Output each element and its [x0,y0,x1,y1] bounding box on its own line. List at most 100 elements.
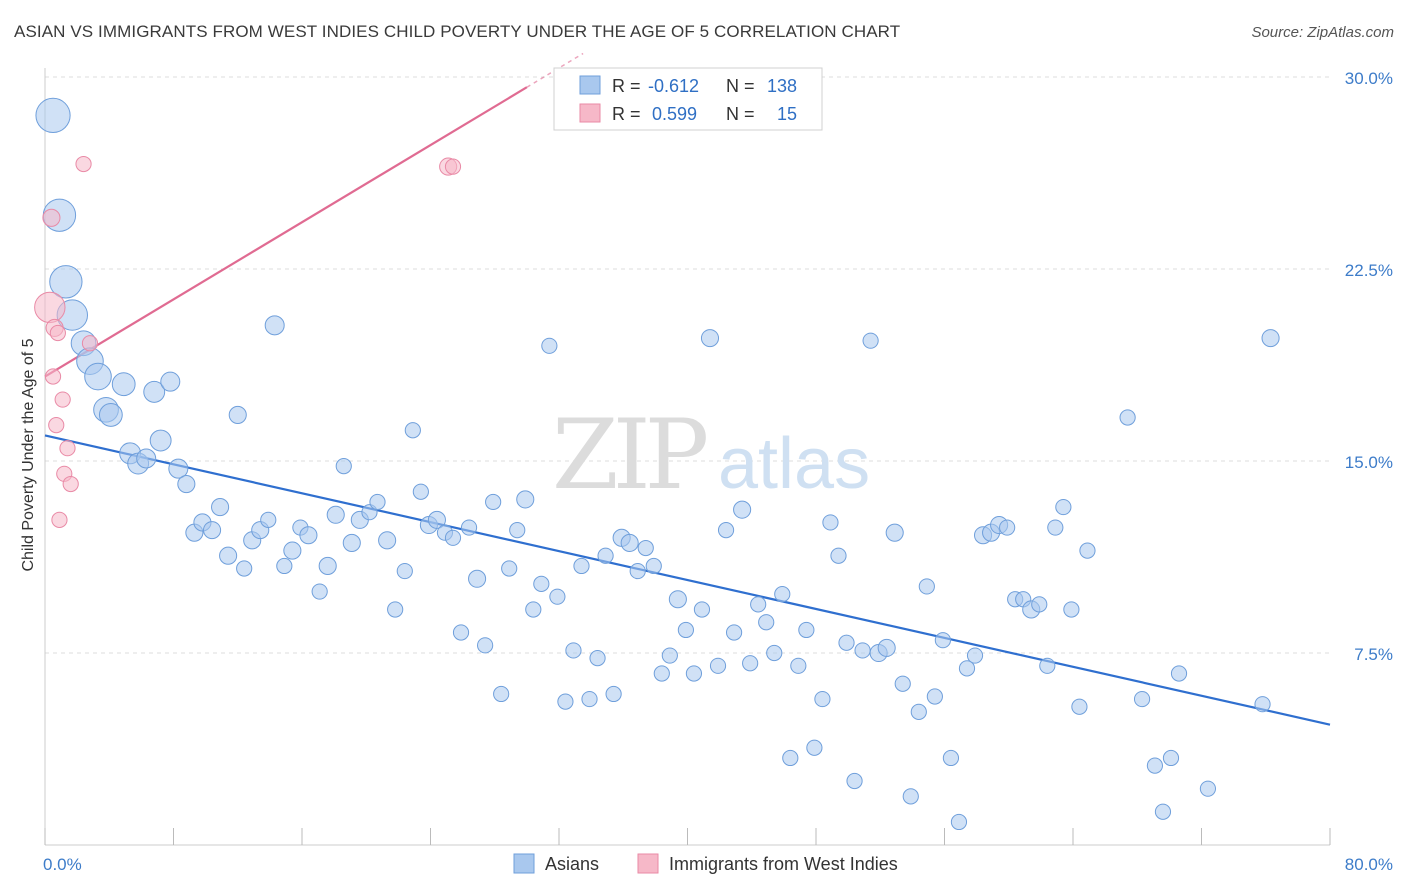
chart-title: ASIAN VS IMMIGRANTS FROM WEST INDIES CHI… [14,22,901,41]
legend-swatch-west-indies [579,103,601,123]
point-asians-134 [1170,665,1188,682]
point-asians-95 [814,690,831,708]
point-asians-113 [958,660,976,677]
y-tick-label-3: 30.0% [1345,69,1393,88]
watermark: ZIP atlas [552,399,870,511]
point-asians-58 [516,490,535,509]
point-asians-73 [637,539,654,557]
point-asians-47 [427,510,446,529]
point-asians-35 [326,505,345,524]
point-asians-63 [557,693,574,710]
axes [44,68,1331,846]
bottom-legend-swatch-asians [513,853,535,874]
point-asians-6 [84,362,112,391]
point-asians-34 [318,556,337,576]
point-asians-108 [918,578,935,595]
point-asians-112 [950,813,968,831]
point-asians-128 [1079,542,1096,559]
legend-n-value-asians: 138 [767,76,797,96]
x-tick-label-max: 80.0% [1345,855,1393,874]
point-asians-51 [460,519,478,536]
y-tick-labels: 7.5% 15.0% 22.5% 30.0% [1345,69,1393,664]
point-west-indies-11 [75,155,92,173]
point-asians-137 [1261,329,1280,348]
point-asians-77 [668,590,687,609]
point-asians-118 [999,519,1016,536]
point-asians-37 [342,533,361,552]
point-asians-114 [966,647,984,664]
point-asians-60 [533,575,550,592]
point-asians-72 [629,562,646,580]
point-asians-53 [477,637,494,654]
point-asians-130 [1133,690,1151,708]
point-asians-96 [822,514,839,531]
point-asians-129 [1119,409,1136,426]
watermark-atlas: atlas [718,424,870,504]
point-asians-62 [549,588,566,605]
point-asians-136 [1254,696,1271,713]
trend-line-west-indies [44,86,528,378]
point-asians-124 [1047,519,1064,536]
point-asians-126 [1063,601,1080,618]
legend-r-value-west-indies: 0.599 [652,104,697,124]
y-tick-label-0: 7.5% [1354,645,1393,664]
point-asians-84 [725,624,743,641]
point-asians-91 [782,749,799,767]
point-asians-107 [910,703,927,720]
point-asians-27 [260,511,277,528]
point-asians-55 [493,685,510,703]
source-credit: Source: ZipAtlas.com [1251,24,1394,41]
point-asians-79 [685,665,703,682]
point-asians-92 [790,657,807,674]
point-asians-32 [299,526,318,545]
point-asians-132 [1154,803,1172,820]
point-asians-14 [149,429,172,452]
point-asians-64 [565,642,582,659]
point-asians-131 [1146,757,1164,774]
bottom-legend-swatch-west-indies [637,853,659,874]
point-asians-89 [766,644,783,662]
point-asians-56 [501,560,518,577]
point-asians-36 [335,458,352,475]
point-asians-8 [98,403,123,427]
point-asians-20 [203,521,222,540]
point-asians-87 [750,596,767,613]
point-asians-111 [942,749,960,767]
point-asians-59 [525,601,542,618]
point-west-indies-10 [62,475,79,493]
point-asians-50 [452,624,470,641]
point-asians-106 [902,788,919,805]
series-legend: Asians Immigrants from West Indies [513,853,898,874]
point-asians-80 [693,601,711,618]
point-asians-61 [541,337,558,354]
point-asians-65 [573,557,590,575]
point-west-indies-1 [42,208,61,227]
correlation-legend: R = -0.612 N = 138 R = 0.599 N = 15 [553,67,823,131]
point-asians-109 [926,688,943,705]
legend-r-label-asians: R = [612,76,641,96]
point-west-indies-7 [54,391,71,408]
legend-n-label-asians: N = [726,76,755,96]
point-asians-105 [894,675,911,692]
y-tick-label-1: 15.0% [1345,453,1393,472]
point-asians-13 [143,380,166,403]
point-asians-135 [1199,780,1217,797]
point-west-indies-9 [59,440,76,457]
point-asians-54 [485,493,502,511]
point-asians-86 [742,655,759,672]
point-asians-110 [934,632,951,649]
legend-n-label-west-indies: N = [726,104,755,124]
x-tick-label-min: 0.0% [43,855,82,874]
point-asians-17 [177,474,196,494]
point-asians-71 [620,533,639,552]
point-asians-78 [677,621,694,639]
point-asians-43 [396,562,413,580]
point-asians-85 [733,500,752,519]
point-asians-45 [412,483,429,500]
point-asians-49 [444,529,462,546]
legend-n-value-west-indies: 15 [777,104,797,124]
point-asians-68 [597,547,614,564]
legend-swatch-asians [579,75,601,95]
point-asians-75 [653,665,670,682]
point-asians-82 [709,657,727,674]
